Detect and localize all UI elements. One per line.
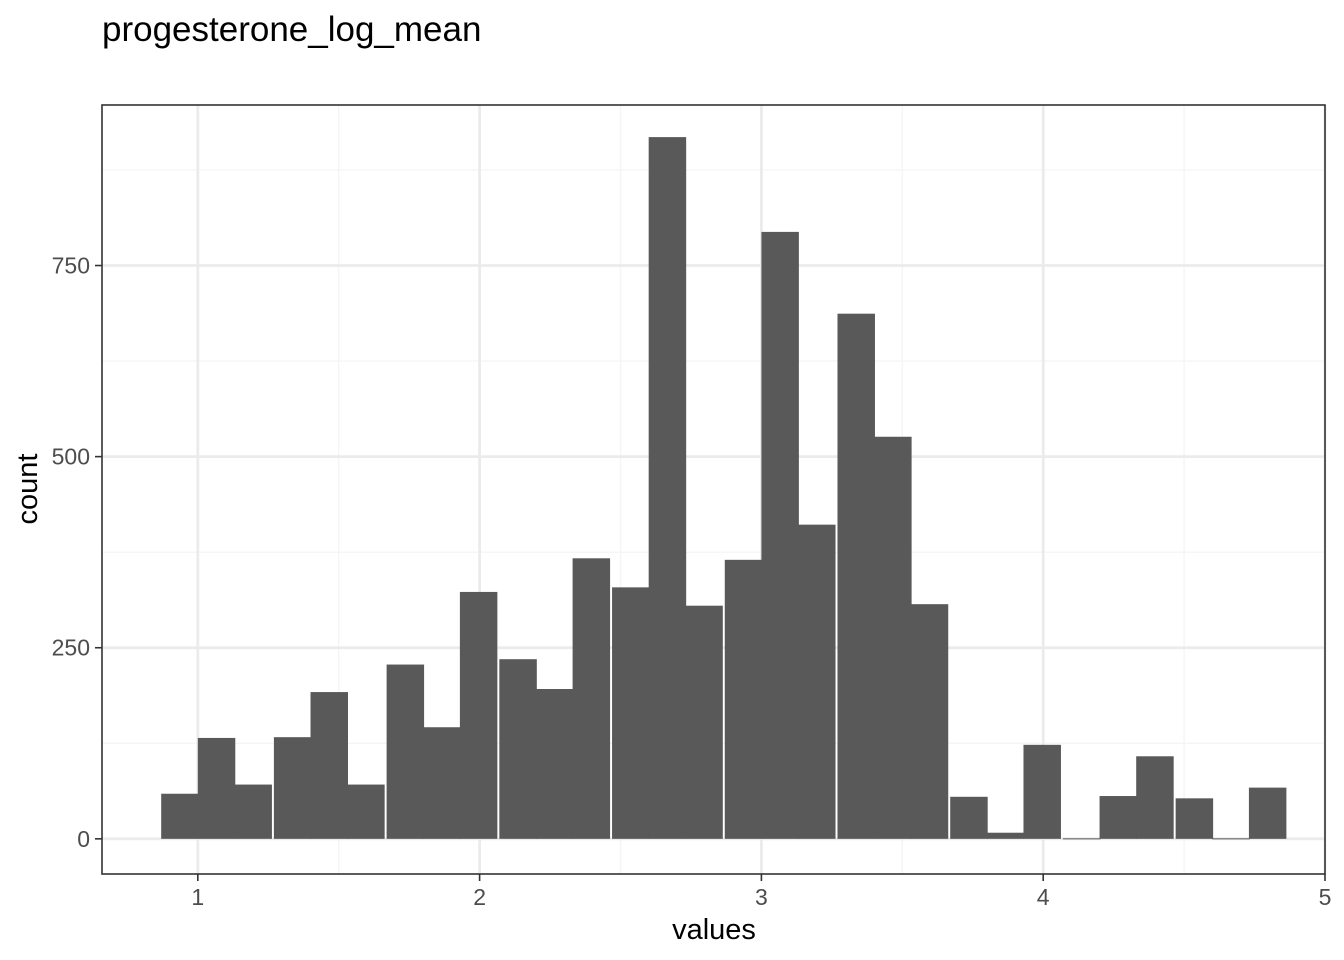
histogram-bar xyxy=(310,692,349,839)
histogram-bar xyxy=(1212,838,1250,840)
y-tick-label: 0 xyxy=(77,826,90,852)
histogram-bar xyxy=(499,659,537,839)
histogram-bar xyxy=(197,737,236,839)
histogram-bar xyxy=(1136,756,1174,839)
histogram-bar xyxy=(1248,787,1287,839)
y-tick-label: 750 xyxy=(52,253,90,279)
x-axis-title: values xyxy=(672,914,756,946)
histogram-bar xyxy=(459,591,498,839)
histogram-bar xyxy=(572,558,611,839)
histogram-bar xyxy=(347,784,385,839)
histogram-bar xyxy=(910,604,949,839)
histogram-bar xyxy=(724,559,763,839)
panel-border xyxy=(101,104,1326,875)
histogram-bar xyxy=(273,737,312,839)
histogram-bar xyxy=(685,605,723,839)
x-tick-label: 3 xyxy=(755,884,768,910)
histogram-bar xyxy=(648,137,687,839)
histogram-bar xyxy=(798,524,836,839)
x-axis: 1 2 3 4 5 xyxy=(191,874,1331,910)
y-axis: 0 250 500 750 xyxy=(52,253,102,852)
y-axis-title: count xyxy=(12,454,44,525)
histogram-bar xyxy=(1023,744,1061,839)
histogram-bar xyxy=(386,664,425,839)
y-tick-label: 250 xyxy=(52,635,90,661)
histogram-bar xyxy=(874,436,912,839)
y-tick-label: 500 xyxy=(52,444,90,470)
histogram-bar xyxy=(1175,798,1214,839)
histogram-bar xyxy=(950,796,988,839)
x-tick-label: 5 xyxy=(1319,884,1332,910)
histogram-bar xyxy=(1099,796,1138,839)
histogram-bar xyxy=(535,689,574,839)
histogram-bar xyxy=(423,727,461,839)
histogram-bar xyxy=(234,784,272,839)
histogram-bar xyxy=(761,231,799,839)
x-tick-label: 2 xyxy=(473,884,486,910)
histogram-bar xyxy=(986,832,1025,839)
histogram-bar xyxy=(837,313,875,839)
histogram-bar xyxy=(1062,838,1101,840)
histogram-bars xyxy=(161,137,1287,840)
histogram-bar xyxy=(161,793,199,839)
chart-title: progesterone_log_mean xyxy=(102,10,481,49)
x-tick-label: 4 xyxy=(1037,884,1050,910)
histogram-bar xyxy=(612,587,650,839)
x-tick-label: 1 xyxy=(191,884,204,910)
